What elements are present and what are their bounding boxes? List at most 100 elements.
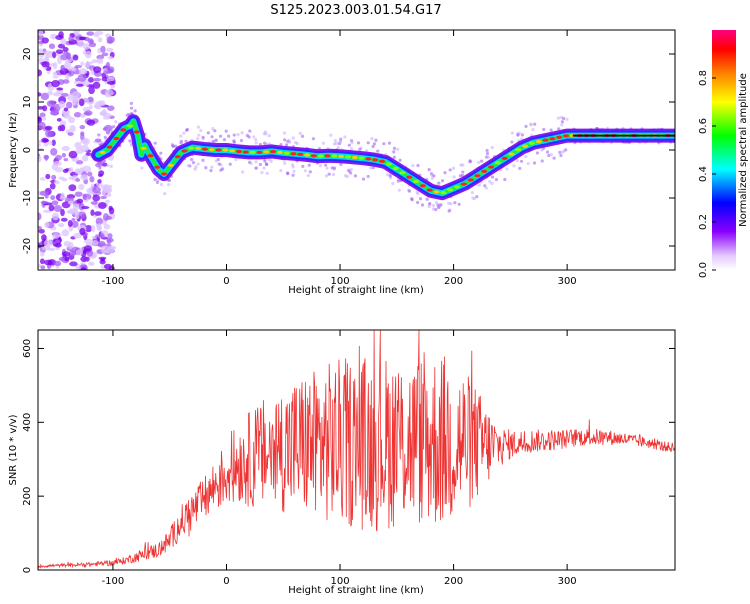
spectral-point — [185, 127, 190, 132]
ridge-peak — [147, 154, 154, 158]
spectral-point — [494, 177, 499, 182]
spectral-point — [264, 162, 268, 166]
noise-blob — [100, 195, 107, 200]
spectral-point — [269, 159, 273, 164]
ridge-peak — [188, 146, 195, 150]
ridge-peak — [235, 149, 242, 154]
spectral-point — [556, 116, 561, 120]
spectral-point — [232, 140, 236, 144]
spectral-point — [447, 209, 451, 213]
ridge-peak — [515, 148, 522, 152]
spectral-point — [515, 159, 520, 163]
ridge-peak — [392, 166, 399, 171]
noise-blob — [98, 201, 107, 210]
spectral-point — [291, 136, 295, 140]
spectral-point — [547, 153, 551, 158]
spectral-point — [349, 147, 354, 151]
ridge-peak — [338, 154, 345, 158]
ridge-peak — [106, 145, 113, 149]
spectral-point — [361, 177, 366, 181]
spectral-point — [356, 141, 361, 145]
noise-blob — [62, 168, 69, 174]
ridge-peak — [229, 149, 236, 153]
spectral-point — [263, 158, 267, 162]
noise-blob — [107, 233, 113, 239]
spectral-point — [324, 174, 329, 178]
spectral-point — [234, 157, 238, 162]
spectral-point — [524, 124, 528, 128]
y-tick-label: 10 — [22, 96, 33, 109]
ridge-peak — [310, 154, 317, 158]
noise-blob — [52, 212, 60, 221]
noise-blob — [75, 211, 80, 220]
spectral-point — [437, 181, 441, 185]
snr-ylabel: SNR (10 * v/v) — [8, 414, 19, 485]
spectral-point — [240, 131, 244, 135]
ridge-peak — [276, 150, 283, 155]
noise-blob — [40, 92, 50, 101]
spectral-point — [186, 164, 190, 168]
spectral-point — [485, 148, 489, 153]
spectral-point — [98, 166, 102, 170]
noise-blob — [100, 245, 110, 254]
noise-blob — [82, 43, 91, 50]
spectral-point — [392, 150, 396, 154]
noise-blob — [106, 40, 114, 44]
spectral-point — [254, 166, 258, 170]
spectral-point — [382, 142, 386, 146]
spectral-point — [241, 170, 245, 174]
spectral-point — [560, 120, 565, 124]
spectral-point — [279, 142, 283, 147]
noise-blob — [54, 260, 62, 267]
noise-blob — [80, 174, 89, 181]
noise-blob — [89, 175, 95, 183]
spectral-point — [179, 134, 183, 138]
spectral-point — [291, 165, 295, 169]
noise-blob — [39, 258, 45, 265]
spectral-point — [292, 169, 296, 173]
noise-blob — [52, 75, 59, 79]
noise-blob — [48, 141, 53, 145]
spectral-point — [311, 137, 316, 141]
spectral-point — [303, 169, 307, 173]
spectrogram-plot-area — [38, 30, 675, 270]
ridge-peak — [222, 148, 229, 152]
snr-frame — [37, 329, 676, 571]
spectral-point — [211, 139, 215, 144]
spectral-point — [387, 141, 392, 145]
noise-blob — [61, 251, 71, 257]
noise-blob — [45, 173, 51, 180]
ridge-peak — [447, 188, 454, 192]
noise-blob — [101, 52, 109, 57]
noise-blob — [73, 111, 82, 118]
spectral-point — [376, 149, 380, 153]
noise-blob — [38, 143, 42, 147]
noise-blob — [60, 217, 68, 222]
spectral-point — [565, 117, 569, 121]
noise-blob — [75, 160, 84, 165]
noise-blob — [77, 39, 85, 48]
noise-blob — [74, 141, 82, 149]
spectral-point — [490, 181, 494, 186]
noise-blob — [96, 54, 105, 60]
ridge-peak — [161, 172, 168, 176]
noise-blob — [87, 96, 94, 103]
spectral-point — [232, 133, 236, 137]
noise-blob — [71, 91, 81, 99]
spectral-point — [209, 168, 213, 173]
ridge-peak — [99, 150, 106, 154]
x-tick-label: 100 — [330, 276, 349, 287]
y-tick-label: 0 — [22, 567, 33, 573]
spectral-point — [418, 197, 423, 201]
noise-blob — [86, 119, 96, 126]
noise-blob — [45, 129, 53, 138]
noise-blob — [67, 241, 74, 250]
spectral-point — [239, 138, 244, 143]
spectral-point — [196, 162, 200, 166]
spectral-point — [228, 162, 232, 166]
spectral-point — [286, 172, 290, 176]
noise-blob — [39, 177, 46, 181]
spectral-point — [396, 179, 400, 183]
noise-blob — [54, 242, 62, 248]
spectral-point — [196, 125, 201, 129]
